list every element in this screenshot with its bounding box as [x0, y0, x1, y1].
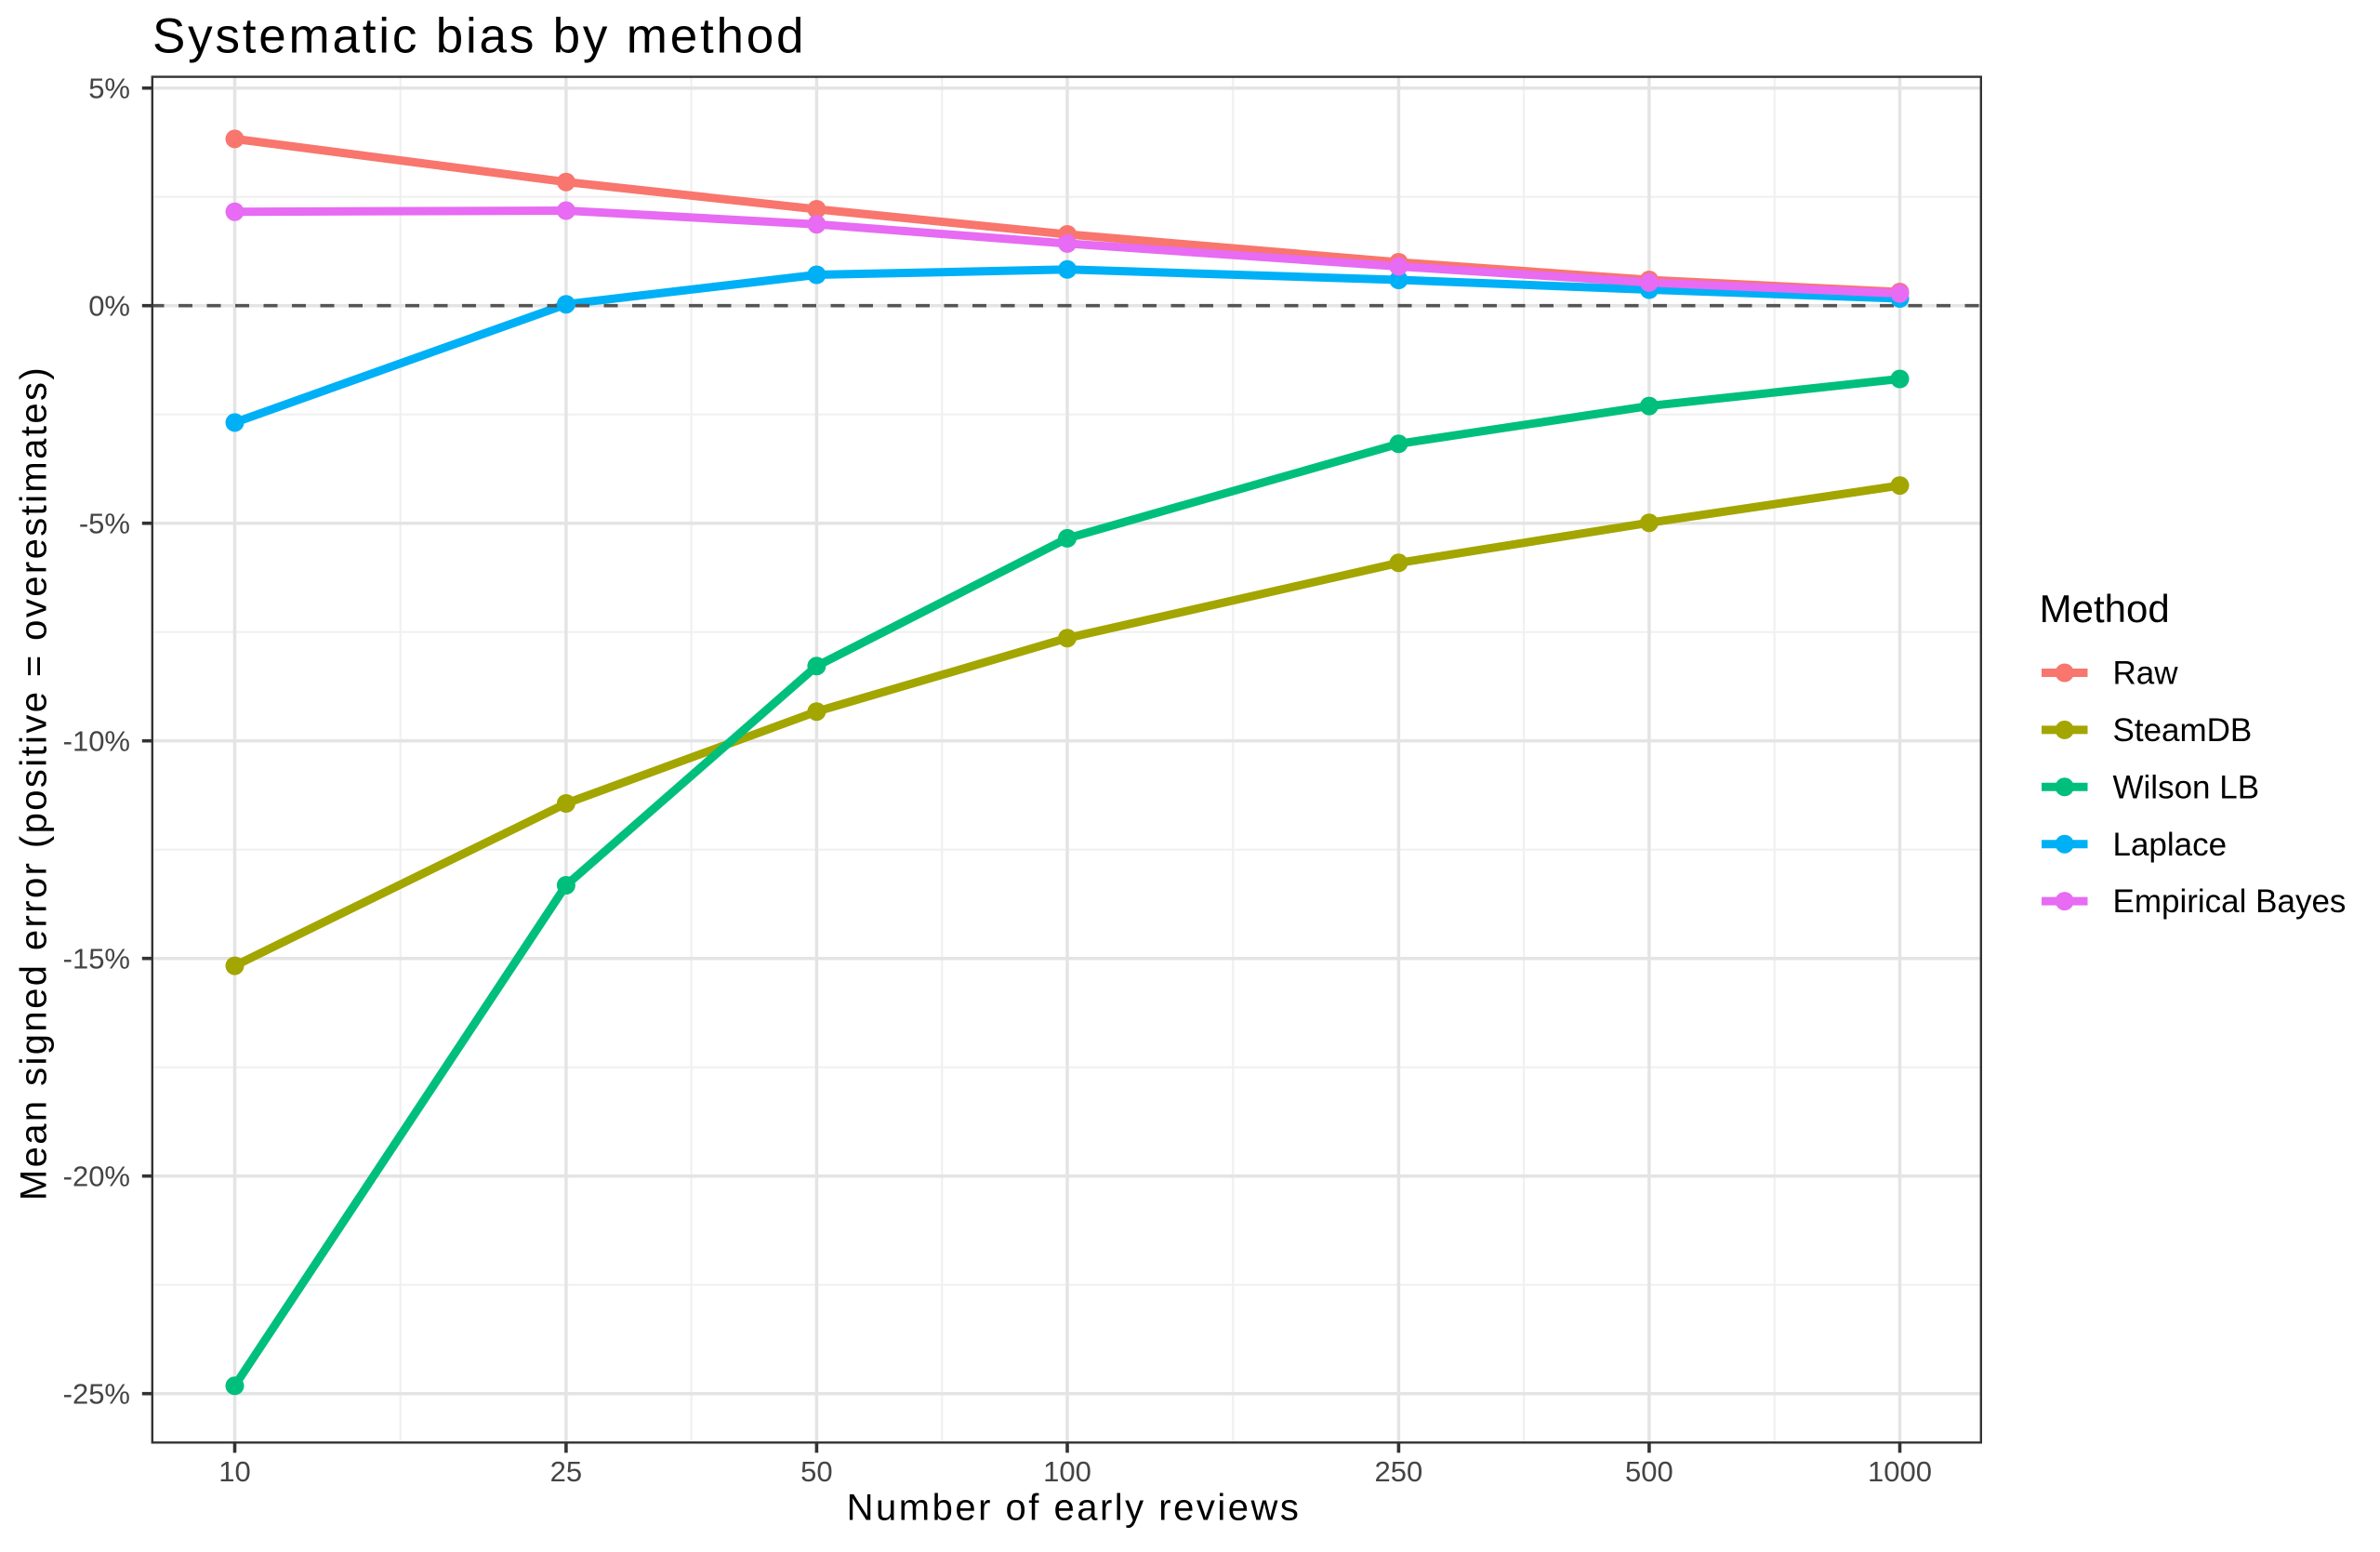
svg-text:Empirical Bayes: Empirical Bayes: [2113, 883, 2347, 920]
svg-text:-10%: -10%: [63, 724, 130, 757]
svg-text:-5%: -5%: [79, 507, 130, 539]
svg-text:-20%: -20%: [63, 1160, 130, 1192]
svg-text:100: 100: [1043, 1455, 1091, 1488]
svg-text:Systematic bias by method: Systematic bias by method: [152, 9, 806, 64]
svg-text:-25%: -25%: [63, 1377, 130, 1410]
svg-text:Wilson LB: Wilson LB: [2113, 769, 2260, 805]
svg-text:25: 25: [550, 1455, 582, 1488]
svg-text:Laplace: Laplace: [2113, 827, 2228, 863]
svg-text:Raw: Raw: [2113, 656, 2179, 692]
svg-text:10: 10: [218, 1455, 250, 1488]
svg-text:1000: 1000: [1868, 1455, 1932, 1488]
svg-text:5%: 5%: [88, 72, 130, 104]
svg-text:Number of early reviews: Number of early reviews: [847, 1488, 1302, 1529]
svg-text:0%: 0%: [88, 289, 130, 322]
svg-text:Mean signed error (positive =: Mean signed error (positive = overestima…: [14, 365, 55, 1200]
svg-text:Method: Method: [2040, 587, 2170, 630]
svg-text:SteamDB: SteamDB: [2113, 712, 2253, 749]
svg-text:500: 500: [1625, 1455, 1673, 1488]
svg-text:50: 50: [800, 1455, 832, 1488]
svg-text:250: 250: [1375, 1455, 1423, 1488]
svg-text:-15%: -15%: [63, 942, 130, 975]
